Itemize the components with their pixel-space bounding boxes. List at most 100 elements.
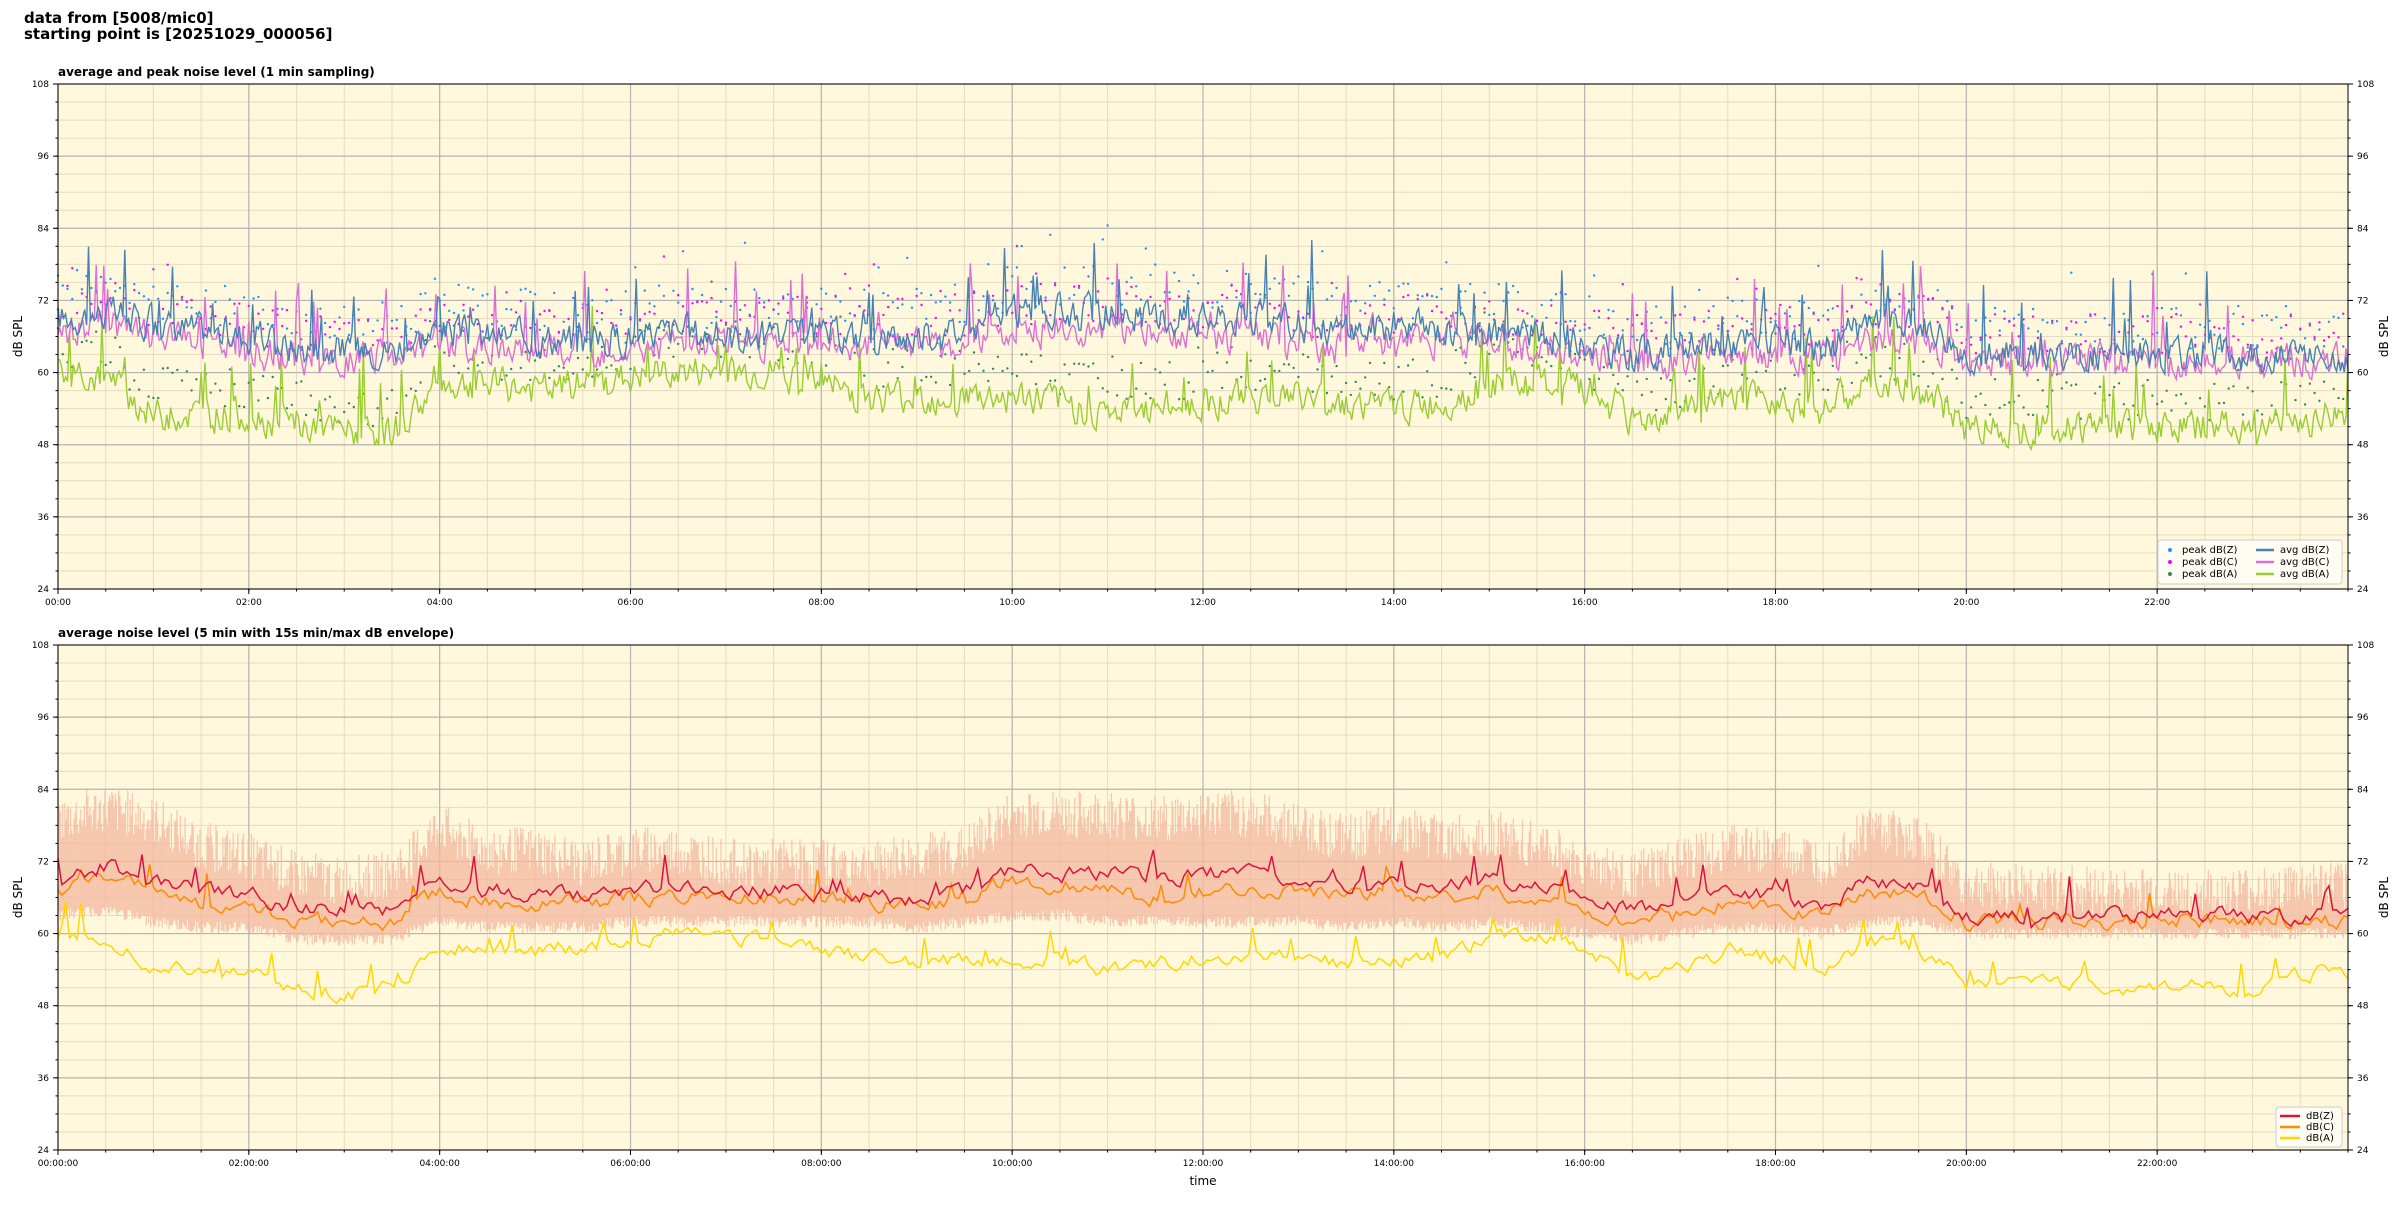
chart1-peak-point bbox=[2265, 314, 2269, 317]
chart1-peak-point bbox=[2070, 271, 2073, 274]
chart1-peak-point bbox=[1550, 304, 1553, 307]
chart1-peak-point bbox=[1726, 296, 1730, 299]
chart1-peak-point bbox=[75, 269, 79, 272]
chart1-peak-point bbox=[1531, 334, 1534, 337]
chart1-peak-point bbox=[591, 375, 594, 378]
chart1-peak-point bbox=[1583, 323, 1586, 326]
chart1-peak-point bbox=[987, 263, 990, 266]
chart1-peak-point bbox=[1135, 387, 1138, 390]
chart1-peak-point bbox=[1254, 292, 1257, 296]
chart1-peak-point bbox=[2074, 333, 2078, 336]
chart1-peak-point bbox=[1220, 386, 1224, 390]
chart1-peak-point bbox=[2170, 315, 2173, 319]
chart1-peak-point bbox=[1478, 322, 1481, 325]
chart1-peak-point bbox=[1225, 269, 1229, 273]
chart1-peak-point bbox=[476, 304, 479, 307]
chart1-peak-point bbox=[1750, 322, 1753, 326]
chart1-peak-point bbox=[80, 288, 84, 291]
chart1-peak-point bbox=[929, 293, 933, 297]
chart2-xtick-label: 08:00:00 bbox=[801, 1159, 842, 1169]
chart1-peak-point bbox=[133, 283, 136, 286]
chart1-peak-point bbox=[1278, 369, 1281, 373]
chart1-peak-point bbox=[1540, 303, 1543, 307]
chart1-peak-point bbox=[1521, 309, 1524, 313]
chart1-peak-point bbox=[1659, 377, 1663, 380]
chart1-peak-point bbox=[1268, 364, 1272, 368]
chart1-peak-point bbox=[1979, 336, 1982, 339]
chart1-peak-point bbox=[419, 308, 422, 311]
chart1-peak-point bbox=[1526, 324, 1529, 327]
chart1-peak-point bbox=[2027, 413, 2030, 416]
chart1-peak-point bbox=[1774, 312, 1777, 316]
chart2-yaxis-label-right: dB SPL bbox=[2377, 877, 2391, 919]
chart1-peak-point bbox=[428, 307, 432, 311]
chart1-peak-point bbox=[634, 266, 637, 269]
chart1-peak-point bbox=[1287, 316, 1291, 319]
chart1-peak-point bbox=[677, 342, 680, 346]
chart1-peak-point bbox=[1569, 319, 1572, 323]
chart1-peak-point bbox=[710, 280, 713, 283]
chart1-peak-point bbox=[505, 307, 508, 311]
chart1-ytick-label: 96 bbox=[38, 152, 50, 162]
chart1-peak-point bbox=[2175, 307, 2178, 310]
chart1-peak-point bbox=[977, 309, 980, 312]
chart1-peak-point bbox=[1826, 318, 1830, 321]
chart1-peak-point bbox=[1354, 380, 1357, 384]
chart1-peak-point bbox=[1173, 319, 1176, 322]
chart1-peak-point bbox=[2003, 317, 2006, 320]
chart1-peak-point bbox=[1063, 363, 1066, 366]
chart1-peak-point bbox=[486, 293, 489, 296]
chart1-title: average and peak noise level (1 min samp… bbox=[58, 65, 375, 79]
chart1-peak-point bbox=[948, 301, 952, 304]
chart1-peak-point bbox=[1278, 304, 1281, 307]
chart1-peak-point bbox=[848, 287, 852, 290]
chart1-peak-point bbox=[1192, 309, 1195, 312]
chart1-peak-point bbox=[2251, 390, 2254, 393]
chart1-peak-point bbox=[1268, 302, 1272, 305]
chart-average-peak: 24 24 36 36 48 48 60 60 72 72 84 84 96 96 108 108 00:00 0… bbox=[11, 65, 2391, 608]
chart1-peak-point bbox=[1445, 387, 1448, 390]
chart1-peak-point bbox=[190, 306, 193, 309]
chart1-peak-point bbox=[1688, 331, 1691, 335]
chart1-peak-point bbox=[304, 319, 308, 322]
chart1-peak-point bbox=[1049, 233, 1052, 236]
chart1-peak-point bbox=[600, 311, 604, 315]
chart1-peak-point bbox=[533, 359, 537, 362]
chart1-peak-point bbox=[109, 277, 112, 281]
chart1-peak-point bbox=[1769, 359, 1772, 362]
chart1-peak-point bbox=[2117, 382, 2121, 385]
chart1-peak-point bbox=[2213, 326, 2216, 329]
chart1-peak-point bbox=[1053, 284, 1057, 287]
chart1-peak-point bbox=[176, 285, 179, 288]
chart1-peak-point bbox=[300, 380, 303, 383]
chart1-peak-point bbox=[1488, 352, 1491, 356]
chart1-peak-point bbox=[266, 396, 270, 400]
chart1-ytick-label-right: 84 bbox=[2357, 224, 2369, 234]
chart1-peak-point bbox=[161, 317, 165, 320]
chart1-peak-point bbox=[2322, 380, 2326, 383]
chart1-peak-point bbox=[839, 332, 842, 336]
chart1-peak-point bbox=[2327, 320, 2331, 323]
chart1-ytick-label-right: 108 bbox=[2357, 80, 2374, 90]
chart1-legend-marker bbox=[2168, 548, 2172, 552]
chart1-peak-point bbox=[557, 365, 561, 368]
chart1-peak-point bbox=[1569, 328, 1572, 331]
chart1-peak-point bbox=[1573, 352, 1577, 356]
chart1-peak-point bbox=[2003, 310, 2006, 313]
chart1-peak-point bbox=[1655, 337, 1658, 340]
chart1-peak-point bbox=[1068, 373, 1071, 376]
chart1-peak-point bbox=[1836, 378, 1839, 381]
chart1-peak-point bbox=[991, 367, 995, 370]
chart1-peak-point bbox=[2327, 335, 2331, 339]
chart1-peak-point bbox=[829, 315, 833, 318]
chart1-peak-point bbox=[471, 288, 475, 291]
chart1-peak-point bbox=[1077, 362, 1081, 365]
chart1-peak-point bbox=[2318, 328, 2321, 331]
chart1-legend-label: peak dB(Z) bbox=[2182, 545, 2238, 556]
chart1-peak-point bbox=[1201, 326, 1205, 329]
chart1-peak-point bbox=[409, 387, 413, 390]
chart1-peak-point bbox=[2055, 320, 2059, 323]
chart1-peak-point bbox=[2256, 344, 2259, 347]
chart1-xtick-label: 04:00 bbox=[427, 598, 453, 608]
chart1-legend-label: avg dB(Z) bbox=[2280, 545, 2330, 556]
